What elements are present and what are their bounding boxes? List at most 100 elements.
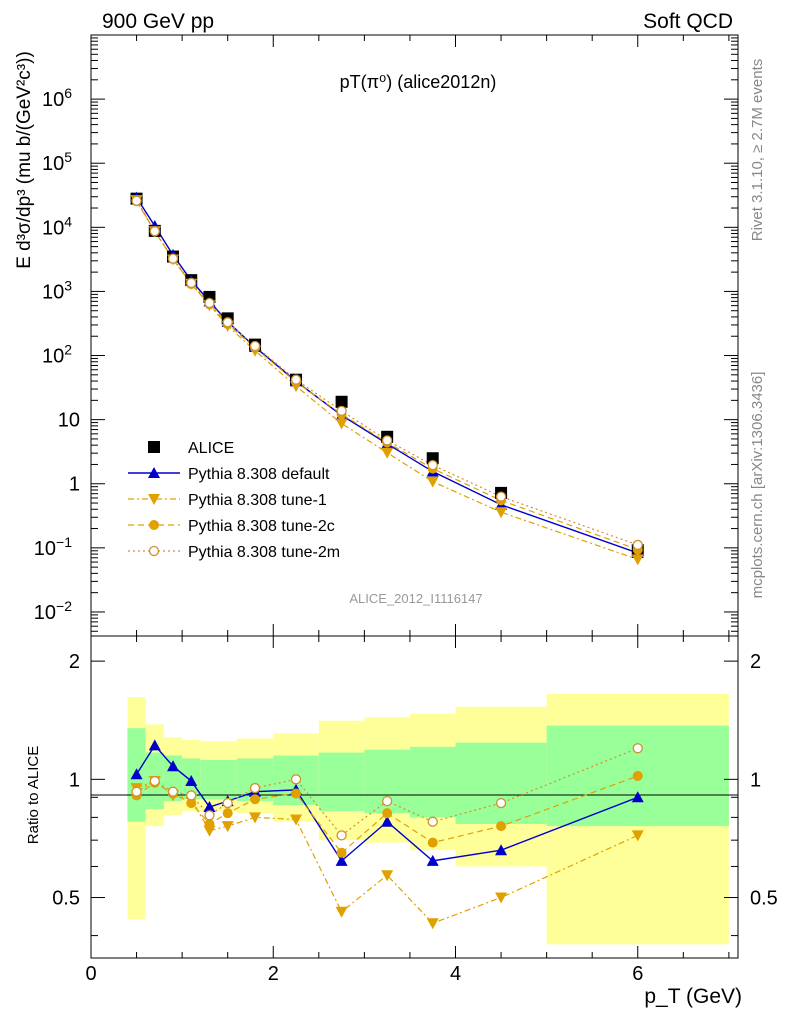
mc-point <box>381 447 394 459</box>
analysis-id: ALICE_2012_I1116147 <box>349 591 482 606</box>
ratio-point <box>495 892 508 904</box>
ratio-y-tick-labels: 0.5 0.5 1 1 2 2 <box>52 651 778 909</box>
main-y-axis-label: E d³σ/dp³ (mu b/(GeV²c³)) <box>14 51 35 269</box>
mc-point <box>222 317 233 328</box>
ratio-point <box>496 821 507 832</box>
ratio-y-tick-label: 2 <box>69 651 80 673</box>
ratio-y-tick-label-right: 1 <box>750 769 761 791</box>
mc-point <box>149 226 160 237</box>
mc-point <box>632 539 643 551</box>
ratio-point <box>290 774 302 785</box>
y-tick-label: 106 <box>42 85 72 111</box>
band-inner <box>318 752 365 812</box>
legend-label: Pythia 8.308 tune-2c <box>188 518 335 535</box>
ratio-point <box>249 812 262 824</box>
band-inner <box>218 760 237 800</box>
ratio-point <box>204 818 215 829</box>
ratio-point <box>427 816 438 827</box>
mc-point <box>631 554 644 566</box>
mcplots-label: mcplots.cern.ch [arXiv:1306.3436] <box>749 372 766 599</box>
y-tick-label: 1 <box>69 474 80 496</box>
band-inner <box>455 742 547 824</box>
ratio-point <box>335 854 348 866</box>
ratio-point <box>222 797 233 809</box>
legend: ALICE Pythia 8.308 default Pythia 8.308 tu… <box>128 440 340 561</box>
ratio-series-markers <box>130 739 644 930</box>
mc-point <box>249 340 261 352</box>
ratio-y-axis-label: Ratio to ALICE <box>25 746 42 844</box>
ratio-point <box>495 844 508 856</box>
mc-point <box>427 460 438 471</box>
legend-label: Pythia 8.308 tune-2m <box>188 544 340 561</box>
energy-label: 900 GeV pp <box>102 10 214 33</box>
y-tick-label: 104 <box>42 213 72 239</box>
ratio-point <box>426 918 439 930</box>
mc-point <box>495 507 508 519</box>
ratio-point <box>149 775 160 787</box>
band-inner <box>409 746 456 818</box>
mc-point <box>204 297 215 309</box>
y-tick-label: 105 <box>42 149 72 175</box>
mc-point <box>335 418 348 430</box>
ratio-point <box>221 821 234 833</box>
ratio-panel: 0.5 0.5 1 1 2 2 <box>52 635 778 959</box>
plot-title: pT(π⁰) (alice2012n) <box>340 72 497 92</box>
ratio-point <box>222 808 233 819</box>
ratio-point <box>382 808 393 819</box>
legend-marker <box>148 494 160 505</box>
legend-marker <box>148 545 160 557</box>
ratio-point <box>336 847 347 858</box>
ratio-y-tick-label: 1 <box>69 769 80 791</box>
mc-point <box>336 405 347 417</box>
ratio-point <box>381 815 394 827</box>
legend-marker <box>148 467 160 478</box>
y-tick-label: 103 <box>42 277 72 303</box>
ratio-point <box>186 790 197 801</box>
ratio-point <box>167 760 180 772</box>
mc-point <box>131 195 142 206</box>
x-tick-label: 0 <box>85 963 96 985</box>
ratio-point <box>336 830 347 841</box>
mc-point <box>290 374 302 385</box>
ratio-point <box>186 798 197 809</box>
mc-point <box>167 253 179 264</box>
ratio-point <box>631 830 644 842</box>
main-y-tick-labels: 10−2 10−1 1 10 102 103 104 105 106 <box>34 85 80 624</box>
x-tick-labels: 0 2 4 6 <box>85 963 643 985</box>
legend-marker <box>149 520 159 530</box>
legend-label: ALICE <box>188 440 234 457</box>
ratio-point <box>167 786 179 797</box>
ratio-point <box>148 739 161 751</box>
ratio-point <box>427 837 438 848</box>
mc-point <box>426 476 439 488</box>
legend-label: Pythia 8.308 tune-1 <box>188 492 327 509</box>
y-tick-label: 10−2 <box>34 598 72 624</box>
ratio-point <box>495 797 507 809</box>
process-label: Soft QCD <box>643 10 733 33</box>
ratio-ticks <box>91 660 738 937</box>
rivet-label: Rivet 3.1.10, ≥ 2.7M events <box>749 59 766 242</box>
ratio-point <box>130 768 143 780</box>
mc-point <box>382 435 393 446</box>
x-ticks <box>90 35 730 958</box>
ratio-point <box>204 810 215 821</box>
ratio-point <box>631 791 644 803</box>
ratio-point <box>426 854 439 866</box>
ratio-point <box>381 870 394 882</box>
band-inner <box>200 760 219 800</box>
mc-point <box>495 491 507 502</box>
legend-marker <box>148 441 160 453</box>
data-point <box>335 395 348 408</box>
ratio-point <box>185 775 198 787</box>
x-tick-label: 2 <box>268 963 279 985</box>
y-tick-label: 10 <box>58 410 80 432</box>
ratio-point <box>203 801 216 813</box>
x-axis-label: p_T (GeV) <box>644 985 742 1008</box>
main-y-ticks <box>91 37 738 632</box>
ratio-point <box>249 782 261 794</box>
main-series-markers <box>130 191 644 566</box>
y-tick-label: 10−1 <box>34 534 72 560</box>
ratio-point <box>335 906 348 918</box>
ratio-y-tick-label: 0.5 <box>52 888 80 910</box>
